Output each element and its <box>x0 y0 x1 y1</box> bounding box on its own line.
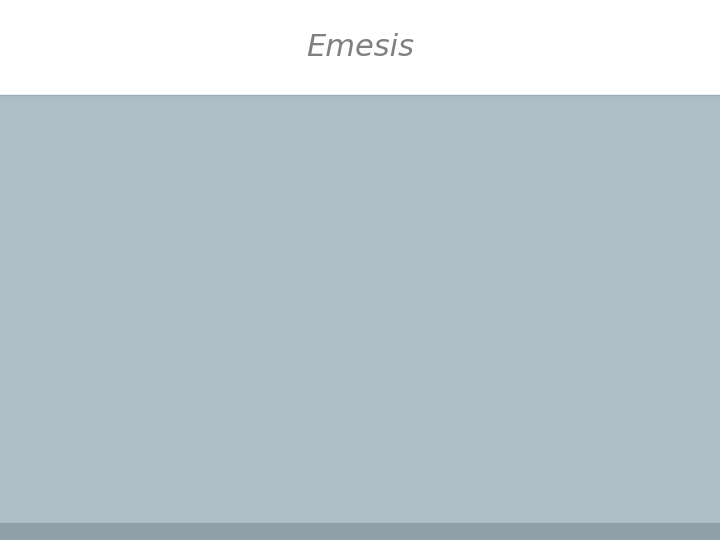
Text: Patient’s species, time past ingestion, previous and
current Hx, and type of poi: Patient’s species, time past ingestion, … <box>36 177 520 219</box>
Text: •: • <box>12 260 24 279</box>
Text: Contraindicated in: rodents, rabbits, birds, horses,
and ruminants: Contraindicated in: rodents, rabbits, bi… <box>36 260 508 302</box>
Text: ○: ○ <box>45 227 58 242</box>
Circle shape <box>346 80 374 109</box>
Text: •: • <box>12 177 24 196</box>
Text: Feeding small meal prior increases adequate emesis: Feeding small meal prior increases adequ… <box>36 455 531 474</box>
Text: Vomiting: Vomiting <box>36 125 119 144</box>
Text: •: • <box>12 330 24 349</box>
Text: •: • <box>12 125 24 144</box>
Circle shape <box>351 85 369 104</box>
Text: Emesis: Emesis <box>306 33 414 62</box>
Text: •: • <box>12 455 24 474</box>
Text: Best results within 2-3 hours postexposure: Best results within 2-3 hours postexposu… <box>64 227 392 242</box>
Text: Contraindicated with previous Hx of heart
abnormalities, epilepsy, or abdominal : Contraindicated with previous Hx of hear… <box>36 330 517 396</box>
